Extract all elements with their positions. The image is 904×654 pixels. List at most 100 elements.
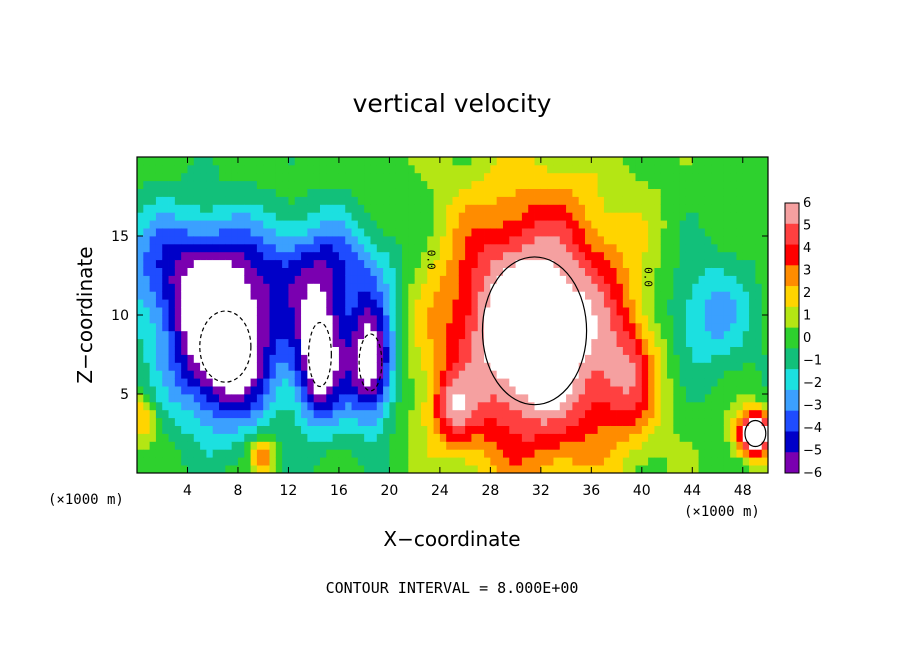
- heatmap-cell: [496, 275, 504, 284]
- heatmap-cell: [263, 180, 270, 189]
- heatmap-cell: [357, 346, 365, 355]
- heatmap-cell: [319, 220, 327, 229]
- heatmap-cell: [603, 433, 611, 442]
- heatmap-cell: [301, 212, 308, 221]
- heatmap-cell: [263, 394, 270, 403]
- heatmap-cell: [641, 236, 649, 245]
- heatmap-cell: [212, 236, 220, 245]
- heatmap-cell: [679, 409, 687, 419]
- heatmap-cell: [711, 196, 718, 205]
- heatmap-cell: [616, 236, 624, 245]
- heatmap-cell: [572, 346, 580, 355]
- heatmap-cell: [692, 315, 699, 324]
- heatmap-cell: [389, 164, 397, 174]
- heatmap-cell: [622, 236, 630, 245]
- heatmap-cell: [225, 220, 233, 229]
- heatmap-cell: [244, 236, 251, 245]
- heatmap-cell: [452, 243, 460, 253]
- heatmap-cell: [502, 386, 510, 395]
- heatmap-cell: [231, 401, 239, 411]
- heatmap-cell: [143, 267, 151, 276]
- heatmap-cell: [610, 338, 617, 347]
- heatmap-cell: [351, 315, 359, 324]
- heatmap-cell: [597, 204, 605, 213]
- heatmap-cell: [250, 362, 258, 371]
- heatmap-cell: [616, 307, 624, 316]
- heatmap-cell: [736, 299, 744, 308]
- heatmap-cell: [395, 315, 403, 324]
- heatmap-cell: [269, 236, 277, 245]
- heatmap-cell: [761, 465, 769, 474]
- heatmap-cell: [345, 441, 352, 450]
- heatmap-cell: [313, 417, 321, 426]
- heatmap-cell: [673, 299, 681, 308]
- heatmap-cell: [155, 291, 163, 300]
- heatmap-cell: [654, 172, 662, 182]
- heatmap-cell: [477, 386, 485, 395]
- heatmap-cell: [143, 212, 151, 221]
- heatmap-cell: [648, 409, 655, 419]
- heatmap-cell: [345, 291, 352, 300]
- heatmap-cell: [502, 441, 510, 450]
- heatmap-cell: [275, 243, 283, 253]
- heatmap-cell: [155, 299, 163, 308]
- heatmap-cell: [755, 299, 763, 308]
- heatmap-cell: [256, 267, 264, 276]
- heatmap-cell: [319, 322, 327, 332]
- heatmap-cell: [465, 362, 472, 371]
- heatmap-cell: [275, 449, 283, 458]
- heatmap-cell: [484, 378, 491, 387]
- heatmap-cell: [679, 251, 687, 261]
- heatmap-cell: [263, 307, 270, 316]
- heatmap-cell: [402, 386, 409, 395]
- heatmap-cell: [660, 322, 668, 332]
- heatmap-cell: [641, 425, 649, 434]
- heatmap-cell: [137, 354, 144, 363]
- heatmap-cell: [761, 409, 769, 419]
- heatmap-cell: [301, 362, 308, 371]
- colorbar-swatch: [785, 286, 799, 308]
- heatmap-cell: [263, 449, 270, 458]
- heatmap-cell: [622, 330, 630, 340]
- heatmap-cell: [294, 212, 302, 221]
- heatmap-cell: [168, 386, 176, 395]
- heatmap-cell: [364, 204, 371, 213]
- heatmap-cell: [534, 259, 542, 268]
- heatmap-cell: [446, 378, 453, 387]
- heatmap-cell: [515, 425, 523, 434]
- heatmap-cell: [685, 307, 693, 316]
- heatmap-cell: [490, 465, 498, 474]
- heatmap-cell: [383, 259, 390, 268]
- heatmap-cell: [648, 267, 655, 276]
- heatmap-cell: [237, 196, 245, 205]
- heatmap-cell: [698, 409, 706, 419]
- heatmap-cell: [364, 449, 371, 458]
- heatmap-cell: [572, 188, 580, 197]
- heatmap-cell: [364, 338, 371, 347]
- heatmap-cell: [301, 251, 308, 261]
- heatmap-cell: [187, 457, 195, 466]
- heatmap-cell: [231, 425, 239, 434]
- heatmap-cell: [749, 267, 756, 276]
- heatmap-cell: [515, 228, 523, 237]
- heatmap-cell: [193, 346, 201, 355]
- heatmap-cell: [237, 157, 245, 166]
- heatmap-cell: [364, 228, 371, 237]
- heatmap-cell: [660, 315, 668, 324]
- heatmap-cell: [471, 330, 479, 340]
- heatmap-cell: [704, 354, 712, 363]
- heatmap-cell: [490, 212, 498, 221]
- heatmap-cell: [301, 236, 308, 245]
- heatmap-cell: [383, 275, 390, 284]
- heatmap-cell: [364, 370, 371, 379]
- heatmap-cell: [439, 354, 447, 363]
- heatmap-cell: [509, 299, 516, 308]
- heatmap-cell: [585, 338, 592, 347]
- heatmap-cell: [667, 196, 674, 205]
- heatmap-cell: [698, 401, 706, 411]
- heatmap-cell: [193, 283, 201, 292]
- heatmap-cell: [648, 291, 655, 300]
- heatmap-cell: [275, 425, 283, 434]
- heatmap-cell: [187, 180, 195, 189]
- heatmap-cell: [484, 386, 491, 395]
